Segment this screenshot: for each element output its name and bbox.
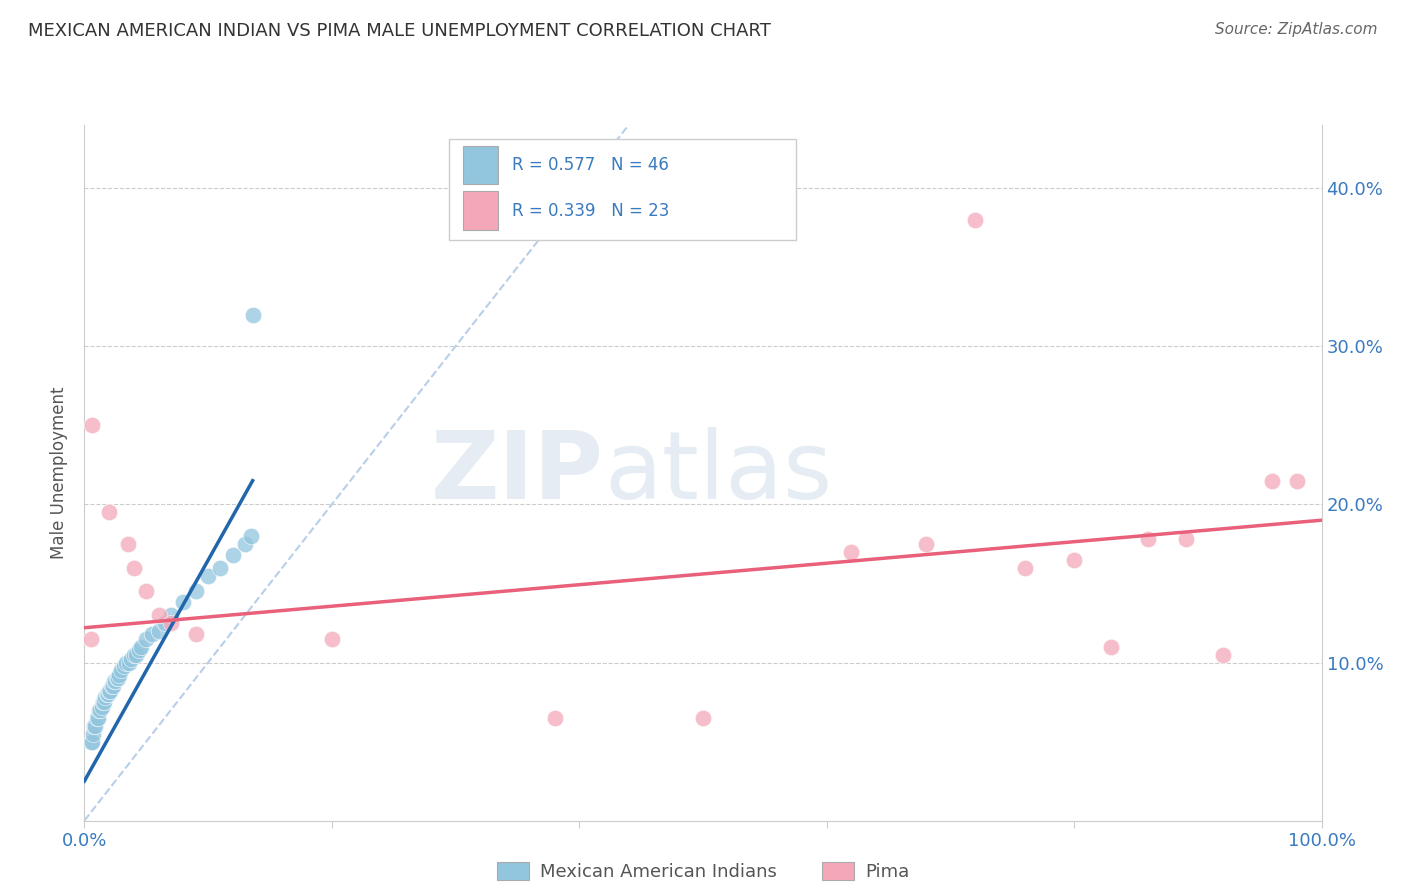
Point (98, 684, 121, 698)
Point (117, 537, 139, 551)
Point (160, 608, 183, 623)
Point (107, 671, 129, 685)
Point (1285, 474, 1308, 488)
Point (184, 584, 207, 599)
Point (841, 545, 863, 559)
Point (82, 726, 104, 740)
Point (101, 679, 124, 693)
Point (115, 656, 138, 670)
Point (543, 711, 565, 725)
Point (110, 664, 132, 678)
Y-axis label: Male Unemployment: Male Unemployment (51, 386, 69, 559)
Point (89, 703, 111, 717)
Point (89, 703, 111, 717)
Point (91, 695, 114, 709)
Point (129, 640, 152, 654)
Point (1099, 640, 1122, 654)
Point (153, 615, 176, 630)
Point (100, 679, 122, 693)
Text: Source: ZipAtlas.com: Source: ZipAtlas.com (1215, 22, 1378, 37)
Point (80, 418, 103, 433)
Point (122, 648, 145, 662)
Point (104, 674, 127, 689)
Point (148, 624, 170, 638)
Legend: Mexican American Indians, Pima: Mexican American Indians, Pima (489, 855, 917, 888)
Point (321, 632, 343, 646)
Point (965, 212, 987, 227)
Point (1261, 474, 1284, 488)
Point (90, 699, 112, 714)
Point (240, 529, 263, 543)
Point (1014, 560, 1036, 574)
Point (103, 674, 125, 689)
Point (93, 695, 115, 709)
Point (135, 584, 157, 599)
Point (122, 560, 145, 574)
Point (120, 652, 142, 666)
Point (87, 711, 110, 725)
Point (108, 668, 131, 682)
Point (79, 632, 101, 646)
Point (83, 719, 105, 733)
Point (128, 643, 150, 657)
Point (105, 671, 128, 685)
Point (1063, 552, 1085, 567)
Point (148, 608, 170, 623)
Point (184, 627, 207, 641)
Point (125, 648, 148, 662)
Text: ZIP: ZIP (432, 426, 605, 519)
Point (80, 734, 103, 748)
Point (79, 734, 101, 748)
Point (222, 548, 245, 562)
Point (98, 684, 121, 698)
Text: atlas: atlas (605, 426, 832, 519)
Point (160, 615, 183, 630)
Point (1212, 648, 1234, 662)
Point (94, 690, 117, 705)
Point (914, 537, 936, 551)
Point (98, 505, 121, 519)
Point (197, 568, 219, 582)
Point (118, 656, 141, 670)
Point (112, 658, 135, 673)
Point (96, 687, 118, 701)
Point (135, 632, 157, 646)
Text: MEXICAN AMERICAN INDIAN VS PIMA MALE UNEMPLOYMENT CORRELATION CHART: MEXICAN AMERICAN INDIAN VS PIMA MALE UNE… (28, 22, 770, 40)
Point (84, 719, 107, 733)
Point (172, 595, 194, 609)
Point (242, 308, 264, 322)
Point (209, 560, 232, 574)
Point (1174, 532, 1197, 546)
Point (692, 711, 714, 725)
Point (1137, 532, 1160, 546)
Point (233, 537, 256, 551)
Point (86, 711, 108, 725)
Point (141, 627, 163, 641)
Point (97, 687, 120, 701)
